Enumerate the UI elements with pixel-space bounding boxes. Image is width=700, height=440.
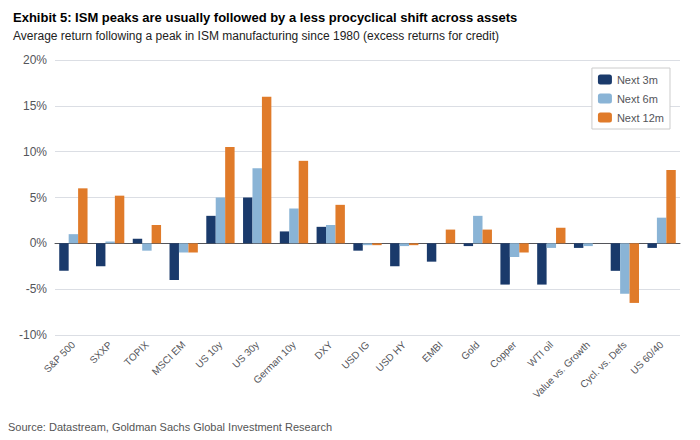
svg-text:Next 12m: Next 12m	[617, 112, 664, 124]
svg-text:10%: 10%	[23, 145, 47, 159]
svg-text:DXY: DXY	[312, 339, 335, 362]
svg-text:-5%: -5%	[26, 282, 48, 296]
svg-text:5%: 5%	[30, 191, 48, 205]
svg-text:EMBI: EMBI	[420, 339, 445, 364]
svg-text:US 10y: US 10y	[193, 339, 224, 370]
svg-text:-10%: -10%	[19, 328, 47, 342]
svg-text:German 10y: German 10y	[251, 339, 298, 386]
svg-text:SXXP: SXXP	[87, 339, 114, 366]
svg-text:USD IG: USD IG	[339, 339, 371, 371]
svg-text:MSCI EM: MSCI EM	[150, 339, 188, 377]
svg-text:Copper: Copper	[488, 339, 519, 370]
svg-text:TOPIX: TOPIX	[122, 339, 151, 368]
svg-text:US 60/40: US 60/40	[628, 339, 666, 377]
svg-text:WTI oil: WTI oil	[525, 339, 555, 369]
svg-text:Average return following a pea: Average return following a peak in ISM m…	[13, 29, 499, 43]
svg-text:Gold: Gold	[459, 339, 482, 362]
svg-text:15%: 15%	[23, 99, 47, 113]
svg-text:Next 6m: Next 6m	[617, 93, 658, 105]
svg-text:Cycl. vs. Defs: Cycl. vs. Defs	[578, 339, 629, 390]
svg-text:Exhibit 5: ISM peaks are usual: Exhibit 5: ISM peaks are usually followe…	[13, 10, 517, 25]
svg-text:USD HY: USD HY	[374, 339, 409, 374]
svg-text:Next 3m: Next 3m	[617, 74, 658, 86]
svg-text:S&P 500: S&P 500	[42, 339, 78, 375]
svg-text:0%: 0%	[30, 236, 48, 250]
svg-text:US 30y: US 30y	[230, 339, 261, 370]
svg-text:Value vs. Growth: Value vs. Growth	[531, 339, 592, 400]
svg-text:Source: Datastream, Goldman Sa: Source: Datastream, Goldman Sachs Global…	[8, 421, 332, 433]
svg-text:20%: 20%	[23, 53, 47, 67]
